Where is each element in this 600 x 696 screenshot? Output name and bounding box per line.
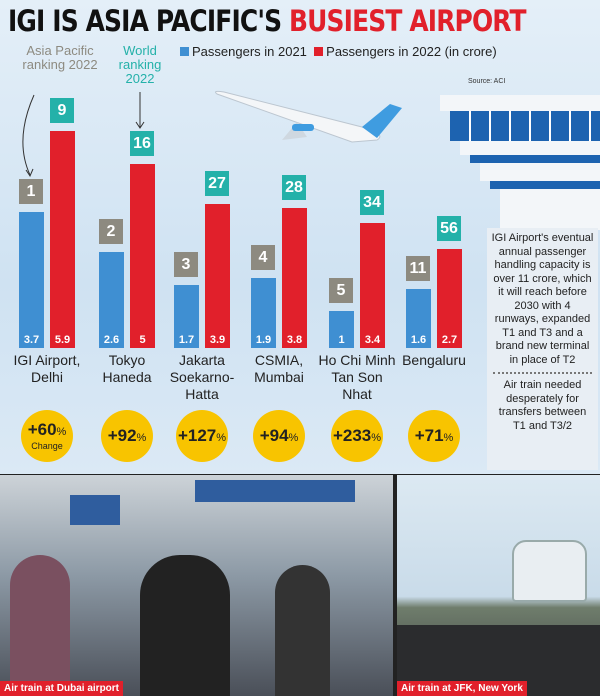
headline-red: BUSIEST AIRPORT bbox=[289, 4, 527, 38]
bar-value-label: 1.7 bbox=[178, 334, 195, 346]
world-rank-badge: 27 bbox=[205, 171, 229, 197]
bar-2021 bbox=[251, 278, 276, 348]
bar-value-label: 1 bbox=[338, 334, 345, 346]
asia-rank-badge: 2 bbox=[99, 219, 123, 245]
signage bbox=[70, 495, 120, 525]
bar-value-label: 1.9 bbox=[255, 334, 272, 346]
photo-caption: Air train at JFK, New York bbox=[397, 681, 527, 696]
world-rank-badge: 16 bbox=[130, 131, 154, 156]
control-tower-icon bbox=[440, 95, 600, 230]
bar-value-label: 5.9 bbox=[54, 334, 71, 346]
change-caption: Change bbox=[31, 441, 63, 451]
bar-2022 bbox=[50, 130, 75, 348]
bar-2021 bbox=[99, 252, 124, 348]
change-badge: +94% bbox=[253, 410, 305, 462]
photo-caption: Air train at Dubai airport bbox=[0, 681, 124, 696]
airport-label: Ho Chi Minh Tan Son Nhat bbox=[318, 352, 396, 402]
passenger bbox=[140, 555, 230, 696]
asia-rank-badge: 4 bbox=[251, 245, 275, 271]
ranking-arrows bbox=[22, 92, 145, 178]
airport-label: Bengaluru bbox=[402, 352, 466, 368]
legend-swatch-2021 bbox=[180, 47, 189, 56]
signage bbox=[195, 480, 355, 502]
headline: IGI IS ASIA PACIFIC'S BUSIEST AIRPORT bbox=[8, 4, 527, 38]
headline-black: IGI IS ASIA PACIFIC'S bbox=[8, 4, 290, 38]
bar-2022 bbox=[282, 208, 307, 348]
legend-2022: Passengers in 2022 (in crore) bbox=[326, 44, 497, 59]
world-rank-badge: 56 bbox=[437, 215, 461, 241]
side-notes: IGI Airport's eventual annual passenger … bbox=[487, 228, 598, 470]
bar-value-label: 3.4 bbox=[364, 334, 381, 346]
airport-label: CSMIA, Mumbai bbox=[254, 352, 304, 385]
infographic: IGI IS ASIA PACIFIC'S BUSIEST AIRPORT Pa… bbox=[0, 0, 600, 474]
bar-chart: 3.7 1 5.9 9 IGI Airport, Delhi +60% Change 2.6 2… bbox=[13, 97, 466, 462]
change-badge: +60% Change bbox=[21, 410, 73, 462]
bar-value-label: 5 bbox=[139, 334, 146, 346]
bar-2022 bbox=[360, 222, 385, 348]
passenger bbox=[10, 555, 70, 696]
bar-value-label: 1.6 bbox=[410, 334, 427, 346]
asia-rank-badge: 11 bbox=[406, 256, 430, 282]
world-rank-badge: 9 bbox=[50, 97, 74, 123]
airplane-icon bbox=[215, 90, 402, 143]
passenger bbox=[275, 565, 330, 696]
bar-2022 bbox=[205, 204, 230, 348]
change-badge: +92% bbox=[101, 410, 153, 462]
bar-2021 bbox=[19, 211, 44, 348]
change-badge: +233% bbox=[331, 410, 383, 462]
legend: Passengers in 2021 Passengers in 2022 (i… bbox=[180, 44, 497, 59]
photo-jfk-air-train: Air train at JFK, New York bbox=[397, 475, 600, 696]
asia-ranking-label: Asia Pacific ranking 2022 bbox=[22, 43, 98, 72]
bar-2021 bbox=[174, 285, 199, 348]
bar-value-label: 3.9 bbox=[209, 334, 226, 346]
bar-value-label: 3.8 bbox=[286, 334, 303, 346]
change-badge: +127% bbox=[176, 410, 228, 462]
asia-rank-badge: 5 bbox=[329, 278, 353, 304]
asia-rank-badge: 1 bbox=[19, 178, 43, 204]
world-ranking-label: World ranking 2022 bbox=[118, 43, 162, 86]
source-note: Source: ACI bbox=[468, 78, 506, 85]
train bbox=[512, 540, 587, 602]
capacity-note: IGI Airport's eventual annual passenger … bbox=[491, 232, 594, 366]
bar-2022 bbox=[437, 248, 462, 348]
airport-label: Tokyo Haneda bbox=[102, 352, 152, 385]
bar-value-label: 3.7 bbox=[23, 334, 40, 346]
photo-dubai-air-train: Air train at Dubai airport bbox=[0, 475, 393, 696]
divider bbox=[493, 372, 592, 374]
airport-label: Jakarta Soekarno-​Hatta bbox=[169, 352, 235, 402]
airport-label: IGI Airport, Delhi bbox=[13, 352, 81, 385]
bar-value-label: 2.6 bbox=[103, 334, 120, 346]
change-badge: +71% bbox=[408, 410, 460, 462]
bar-value-label: 2.7 bbox=[441, 334, 458, 346]
bar-2021 bbox=[329, 311, 354, 348]
bar-2022 bbox=[130, 164, 155, 348]
bar-2021 bbox=[406, 289, 431, 348]
legend-swatch-2022 bbox=[314, 47, 324, 56]
air-train-note: Air train needed desperately for transfe… bbox=[498, 379, 587, 432]
asia-rank-badge: 3 bbox=[174, 252, 198, 278]
legend-2021: Passengers in 2021 bbox=[192, 44, 307, 59]
world-rank-badge: 34 bbox=[360, 189, 384, 215]
world-rank-badge: 28 bbox=[282, 175, 306, 201]
